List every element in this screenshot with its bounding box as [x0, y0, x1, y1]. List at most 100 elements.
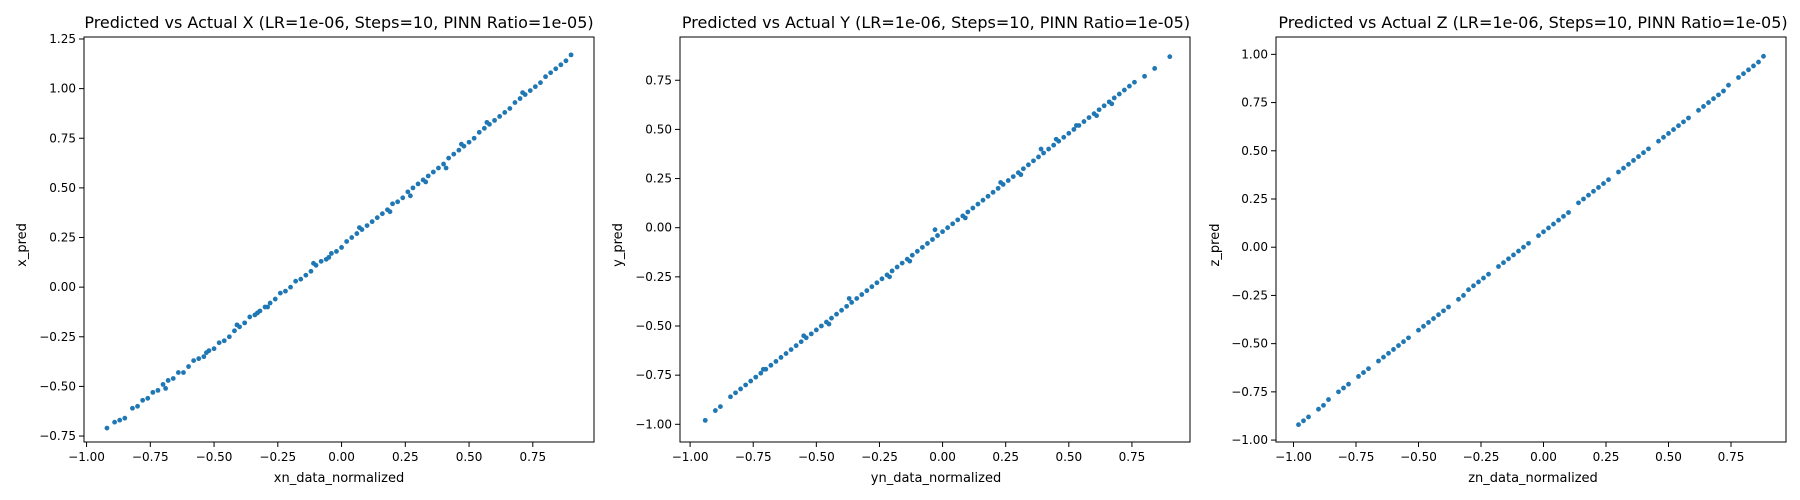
data-point: [502, 110, 508, 115]
data-point: [899, 260, 905, 266]
data-point: [1666, 131, 1671, 136]
data-point: [955, 217, 961, 223]
y-tick-label: 1.00: [1241, 47, 1268, 61]
data-point: [497, 114, 503, 119]
data-point: [308, 268, 314, 274]
data-point: [1121, 87, 1127, 93]
data-point: [945, 225, 951, 231]
data-point: [1641, 150, 1646, 156]
data-point: [1426, 320, 1431, 325]
data-point: [532, 84, 538, 90]
x-axis-label-y: yn_data_normalized: [871, 471, 1001, 486]
data-point: [1061, 134, 1067, 140]
data-point: [334, 249, 339, 254]
y-tick-label: 0.75: [1241, 96, 1268, 110]
data-point: [211, 346, 217, 352]
data-point: [357, 225, 362, 230]
data-point: [1127, 83, 1132, 89]
data-point: [221, 338, 227, 344]
data-point: [354, 231, 360, 236]
data-point: [1111, 95, 1117, 101]
x-tick-label: 0.00: [328, 450, 355, 464]
data-point: [1116, 91, 1122, 97]
data-point: [387, 209, 393, 215]
data-point: [379, 211, 385, 217]
y-tick-label: −0.25: [1231, 288, 1268, 302]
data-point: [145, 395, 151, 401]
data-point: [1546, 225, 1551, 231]
data-point: [1336, 389, 1341, 395]
axes-frame: [1275, 36, 1787, 443]
data-point: [980, 197, 986, 203]
data-point: [1066, 130, 1072, 136]
data-point: [451, 151, 457, 157]
data-point: [1711, 96, 1716, 102]
data-point: [1018, 172, 1024, 178]
plot-area-z: −1.00 −0.75 −0.50 −0.25 0.00 0.25 0.50 0.75 −1.0…: [1231, 36, 1787, 464]
data-point: [783, 351, 789, 356]
y-tick-label: 0.25: [1241, 192, 1268, 206]
data-point: [517, 96, 523, 101]
x-tick-label: 0.25: [992, 450, 1019, 464]
data-point: [466, 139, 472, 145]
data-point: [985, 193, 991, 199]
data-point: [854, 296, 860, 301]
data-point: [1142, 73, 1147, 79]
data-point: [869, 284, 875, 290]
data-point: [839, 307, 844, 313]
data-point: [175, 370, 181, 375]
data-point: [135, 403, 140, 409]
data-point: [1506, 256, 1511, 262]
data-point: [140, 397, 146, 403]
data-point: [874, 280, 880, 286]
data-point: [1094, 113, 1099, 119]
y-tick-label: 1.25: [49, 32, 76, 46]
data-point: [216, 340, 222, 346]
data-point: [930, 237, 935, 242]
data-point: [1681, 119, 1686, 125]
data-point: [1661, 134, 1666, 140]
subplot-x: Predicted vs Actual X (LR=1e-06, Steps=1…: [15, 13, 595, 486]
data-point: [1020, 166, 1026, 172]
data-point: [1471, 283, 1476, 289]
data-point: [1556, 217, 1561, 223]
data-point: [1010, 174, 1016, 179]
x-tick-label: 0.00: [1530, 450, 1557, 464]
data-point: [1741, 71, 1746, 77]
data-point: [925, 241, 930, 246]
y-axis-label-z: z_pred: [1208, 224, 1223, 267]
data-point: [563, 58, 569, 64]
data-point: [1701, 104, 1706, 109]
data-point: [1476, 279, 1481, 285]
data-point: [1591, 188, 1596, 194]
data-point: [1521, 244, 1526, 250]
data-point: [773, 358, 779, 364]
data-point: [998, 180, 1004, 185]
data-point: [1676, 123, 1681, 129]
data-point: [1486, 271, 1491, 277]
data-point: [339, 245, 344, 250]
x-tick-label: 0.50: [1655, 450, 1682, 464]
x-tick-label: −0.50: [1400, 450, 1437, 464]
data-point: [995, 185, 1001, 191]
data-point: [1511, 252, 1516, 258]
data-point: [889, 268, 895, 274]
data-point: [1631, 158, 1636, 163]
data-point: [369, 219, 375, 225]
y-tick-label: 0.00: [49, 280, 76, 294]
data-point: [1391, 347, 1396, 352]
data-point: [1481, 275, 1486, 281]
data-point: [758, 370, 764, 376]
x-tick-label: −0.75: [1338, 450, 1375, 464]
data-point: [738, 386, 743, 392]
data-point: [226, 334, 232, 340]
data-point: [1441, 308, 1446, 314]
data-point: [122, 415, 128, 421]
data-point: [788, 347, 794, 352]
data-point: [1461, 293, 1466, 298]
data-point: [1381, 354, 1386, 360]
data-point: [1356, 374, 1361, 379]
data-point: [476, 129, 482, 135]
data-point: [1071, 126, 1077, 132]
